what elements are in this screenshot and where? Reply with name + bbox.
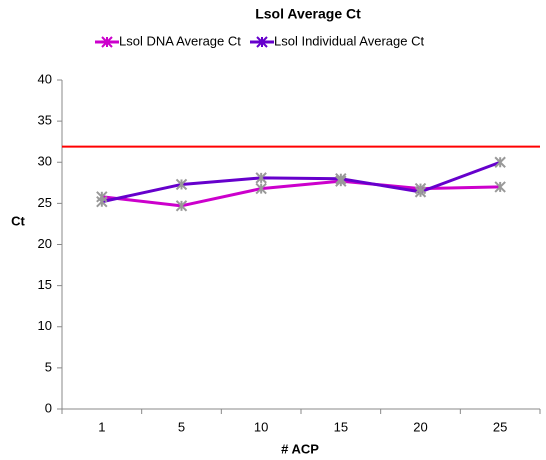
chart-title: Lsol Average Ct [255, 6, 361, 22]
point-marker [175, 178, 188, 191]
point-marker [96, 196, 108, 208]
x-tick-label: 15 [334, 419, 348, 434]
legend-marker [256, 36, 268, 48]
x-tick-label: 10 [254, 419, 268, 434]
point-marker [335, 172, 347, 185]
y-tick-label: 10 [38, 318, 52, 333]
point-marker [494, 156, 506, 168]
y-tick-label: 40 [38, 71, 52, 86]
point-marker [255, 182, 267, 195]
point-marker [414, 186, 427, 198]
x-tick-label: 5 [178, 419, 185, 434]
y-tick-label: 20 [38, 236, 52, 251]
y-tick-label: 15 [38, 277, 52, 292]
point-marker [255, 172, 267, 184]
y-tick-label: 30 [38, 154, 52, 169]
legend-label: Lsol Individual Average Ct [274, 33, 424, 48]
x-axis-title: # ACP [281, 441, 319, 456]
x-tick-label: 20 [413, 419, 427, 434]
point-marker [494, 181, 506, 193]
point-marker [175, 200, 188, 212]
y-axis-title: Ct [11, 213, 25, 228]
series-line [101, 160, 501, 204]
x-tick-label: 1 [98, 419, 105, 434]
y-tick-label: 0 [45, 400, 52, 415]
y-tick-label: 5 [45, 359, 52, 374]
x-tick-label: 25 [493, 419, 507, 434]
y-tick-label: 35 [38, 113, 52, 128]
y-tick-label: 25 [38, 195, 52, 210]
legend-label: Lsol DNA Average Ct [119, 33, 241, 48]
legend-marker [101, 36, 113, 48]
